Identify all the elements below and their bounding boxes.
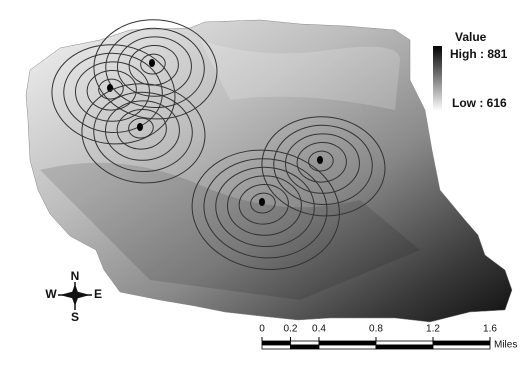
scale-label: 0 (259, 324, 265, 335)
peak-marker (149, 59, 155, 67)
scale-segment (319, 345, 376, 349)
peak-marker (137, 123, 143, 131)
scale-unit: Miles (494, 340, 517, 351)
scale-segment (262, 341, 291, 345)
scale-segment (291, 345, 320, 349)
compass-south: S (71, 310, 79, 324)
scale-segment (433, 345, 490, 349)
scale-segment (319, 341, 376, 345)
map-figure: N S E W Value High : 881 Low : 616 0 0.2 0… (0, 0, 523, 374)
scale-label: 1.2 (426, 324, 440, 335)
scale-segment (433, 341, 490, 345)
compass-east: E (94, 287, 102, 301)
scale-segment (262, 345, 291, 349)
peak-marker (317, 156, 323, 164)
legend-title: Value (455, 30, 487, 44)
peak-marker (259, 198, 265, 206)
scale-label: 0.8 (369, 324, 383, 335)
legend-ramp (433, 46, 442, 111)
legend-low: Low : 616 (452, 96, 507, 110)
legend-high: High : 881 (450, 47, 508, 61)
scale-segment (376, 345, 433, 349)
compass-west: W (45, 287, 57, 301)
scale-segment (376, 341, 433, 345)
compass-north: N (71, 269, 80, 283)
scale-segment (291, 341, 320, 345)
scale-label: 0.4 (312, 324, 326, 335)
scale-label: 1.6 (483, 324, 497, 335)
scale-label: 0.2 (284, 324, 298, 335)
